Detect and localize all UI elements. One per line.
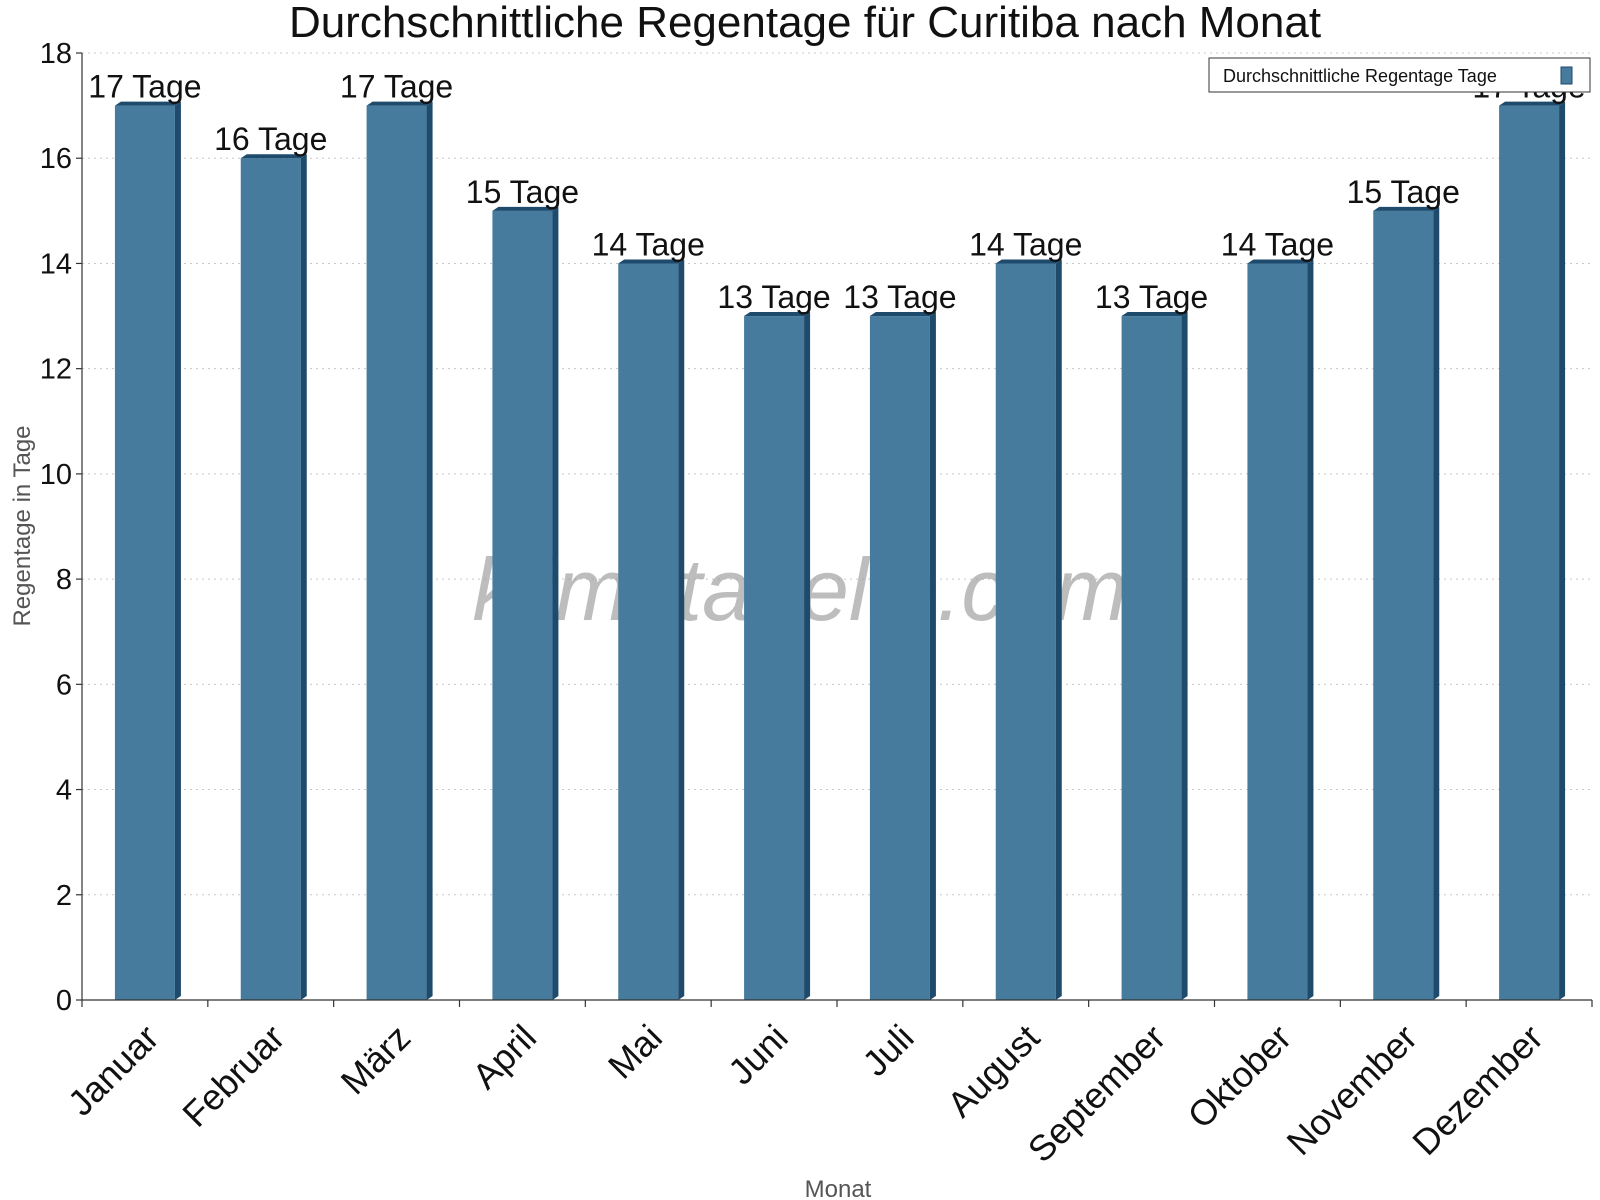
x-tick-label: September bbox=[1020, 1017, 1174, 1171]
bar-side bbox=[552, 206, 559, 1001]
bar-face bbox=[995, 263, 1056, 1000]
x-tick-label: Dezember bbox=[1404, 1017, 1550, 1163]
bar-9 bbox=[1121, 312, 1188, 1000]
bar-12 bbox=[1499, 101, 1566, 1001]
bar-6 bbox=[744, 312, 811, 1000]
legend-box bbox=[1208, 57, 1591, 93]
bar-top bbox=[240, 154, 307, 159]
y-tick-label: 2 bbox=[56, 880, 72, 912]
x-tick-label: Januar bbox=[60, 1017, 167, 1124]
bar-side bbox=[1181, 312, 1188, 1000]
y-axis-ticks: 0 2 4 6 8 10 12 14 16 18 bbox=[40, 38, 82, 1017]
y-tick-label: 14 bbox=[40, 248, 72, 280]
bar-top bbox=[869, 312, 936, 317]
bar-11 bbox=[1373, 206, 1440, 1001]
bar-face bbox=[240, 158, 301, 1000]
x-axis-ticks: Januar Februar März April Mai Juni Juli AugustS… bbox=[60, 1000, 1593, 1171]
bar-face bbox=[618, 263, 679, 1000]
bar-face bbox=[1247, 263, 1308, 1000]
bar-side bbox=[426, 101, 433, 1001]
bar-face bbox=[744, 316, 805, 1000]
bar-top bbox=[1373, 206, 1440, 211]
bar-4 bbox=[492, 206, 559, 1001]
chart-title: Durchschnittliche Regentage für Curitiba… bbox=[289, 0, 1321, 47]
x-tick-label: April bbox=[464, 1017, 544, 1097]
x-tick-label: Juni bbox=[720, 1017, 796, 1093]
bar-top bbox=[995, 259, 1062, 264]
bar-top bbox=[492, 206, 559, 211]
bar-face bbox=[1373, 210, 1434, 1001]
bar-side bbox=[174, 101, 181, 1001]
y-tick-label: 8 bbox=[56, 564, 72, 596]
y-tick-label: 4 bbox=[56, 775, 72, 807]
x-tick-label: August bbox=[939, 1017, 1047, 1125]
bar-top bbox=[744, 312, 811, 317]
value-label: 14 Tage bbox=[969, 226, 1082, 262]
value-label: 13 Tage bbox=[1095, 279, 1208, 315]
bar-3 bbox=[366, 101, 433, 1001]
bar-10 bbox=[1247, 259, 1314, 1000]
bar-2 bbox=[240, 154, 307, 1000]
bar-side bbox=[804, 312, 811, 1000]
value-label: 15 Tage bbox=[466, 174, 579, 210]
x-tick-label: Oktober bbox=[1180, 1017, 1300, 1137]
bar-face bbox=[366, 105, 427, 1001]
bar-side bbox=[1559, 101, 1566, 1001]
value-label: 13 Tage bbox=[843, 279, 956, 315]
value-label: 17 Tage bbox=[340, 69, 453, 105]
bar-top bbox=[1247, 259, 1314, 264]
legend: Durchschnittliche Regentage Tage bbox=[1208, 57, 1591, 93]
bar-top bbox=[618, 259, 685, 264]
bar-top bbox=[366, 101, 433, 106]
bar-5 bbox=[618, 259, 685, 1000]
bar-7 bbox=[869, 312, 936, 1000]
x-axis-label: Monat bbox=[805, 1176, 872, 1200]
y-axis-label: Regentage in Tage bbox=[9, 425, 36, 626]
bar-face bbox=[114, 105, 175, 1001]
value-labels: 17 Tage 16 Tage 17 Tage 15 Tage 14 Tage 13 Ta… bbox=[88, 69, 1585, 315]
y-tick-label: 18 bbox=[40, 38, 72, 70]
legend-swatch bbox=[1560, 66, 1573, 85]
x-tick-label: März bbox=[333, 1017, 419, 1103]
bar-side bbox=[929, 312, 936, 1000]
value-label: 15 Tage bbox=[1347, 174, 1460, 210]
bar-top bbox=[1499, 101, 1566, 106]
bar-top bbox=[1121, 312, 1188, 317]
bar-side bbox=[1055, 259, 1062, 1000]
bar-face bbox=[869, 316, 930, 1000]
y-tick-label: 0 bbox=[56, 985, 72, 1017]
x-tick-label: Februar bbox=[174, 1017, 292, 1135]
value-label: 13 Tage bbox=[717, 279, 830, 315]
y-tick-label: 10 bbox=[40, 459, 72, 491]
legend-label: Durchschnittliche Regentage Tage bbox=[1223, 66, 1497, 86]
x-tick-label: Mai bbox=[600, 1017, 670, 1087]
y-tick-label: 6 bbox=[56, 669, 72, 701]
bar-8 bbox=[995, 259, 1062, 1000]
value-label: 16 Tage bbox=[214, 121, 327, 157]
y-tick-label: 12 bbox=[40, 354, 72, 386]
bar-face bbox=[1121, 316, 1182, 1000]
x-tick-label: Juli bbox=[854, 1017, 921, 1084]
bars bbox=[114, 101, 1566, 1001]
bar-1 bbox=[114, 101, 181, 1001]
value-label: 14 Tage bbox=[592, 226, 705, 262]
bar-top bbox=[114, 101, 181, 106]
y-tick-label: 16 bbox=[40, 143, 72, 175]
bar-side bbox=[678, 259, 685, 1000]
bar-side bbox=[300, 154, 307, 1000]
bar-face bbox=[492, 210, 553, 1001]
bar-side bbox=[1307, 259, 1314, 1000]
bar-face bbox=[1499, 105, 1560, 1001]
value-label: 17 Tage bbox=[88, 69, 201, 105]
bar-side bbox=[1433, 206, 1440, 1001]
value-label: 14 Tage bbox=[1221, 226, 1334, 262]
x-tick-label: November bbox=[1278, 1017, 1424, 1163]
